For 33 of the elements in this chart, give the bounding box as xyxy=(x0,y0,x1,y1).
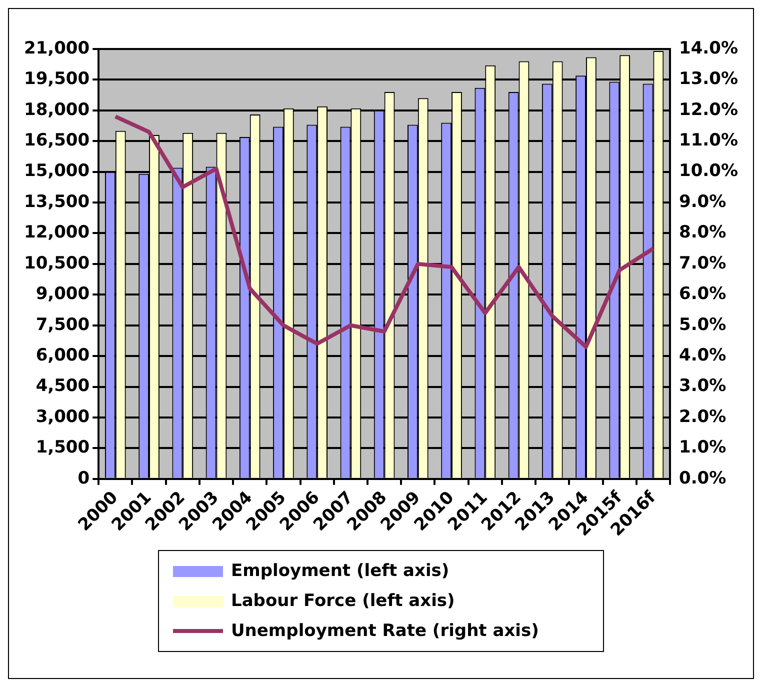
legend-label: Labour Force (left axis) xyxy=(231,591,455,611)
y-tick-label: 16,500 xyxy=(24,130,90,151)
y-tick-label: 0 xyxy=(78,468,90,488)
y-tick-label: 19,500 xyxy=(24,69,90,90)
y-tick-label: 3,000 xyxy=(36,406,90,427)
y-tick-label: 7,500 xyxy=(36,314,90,335)
y-tick-label: 15,000 xyxy=(24,161,90,182)
y-tick-label: 18,000 xyxy=(24,100,90,120)
y-tick-label: 6,000 xyxy=(36,345,90,366)
legend-label: Unemployment Rate (right axis) xyxy=(231,621,539,641)
y2-tick-label: 4.0% xyxy=(679,345,726,366)
y2-tick-label: 11.0% xyxy=(679,130,738,151)
y2-tick-label: 12.0% xyxy=(679,100,738,120)
y-tick-label: 12,000 xyxy=(24,222,90,243)
y-tick-label: 4,500 xyxy=(36,376,90,396)
y-tick-label: 10,500 xyxy=(24,253,90,274)
y2-tick-label: 1.0% xyxy=(679,438,726,458)
y2-tick-label: 13.0% xyxy=(679,69,738,90)
legend-label: Employment (left axis) xyxy=(231,561,450,581)
y2-tick-label: 5.0% xyxy=(679,314,726,335)
y2-tick-label: 7.0% xyxy=(679,253,726,274)
y-tick-label: 9,000 xyxy=(36,284,90,304)
y2-tick-label: 6.0% xyxy=(679,284,726,304)
y2-tick-label: 3.0% xyxy=(679,376,726,396)
y2-tick-label: 9.0% xyxy=(679,192,726,212)
y2-tick-label: 14.0% xyxy=(679,38,738,58)
y2-tick-label: 10.0% xyxy=(679,161,738,182)
y2-tick-label: 8.0% xyxy=(679,222,726,243)
y2-tick-label: 2.0% xyxy=(679,406,726,427)
y-tick-label: 13,500 xyxy=(24,192,90,212)
y-tick-label: 21,000 xyxy=(24,38,90,58)
y2-tick-label: 0.0% xyxy=(679,468,726,488)
y-tick-label: 1,500 xyxy=(36,438,90,458)
